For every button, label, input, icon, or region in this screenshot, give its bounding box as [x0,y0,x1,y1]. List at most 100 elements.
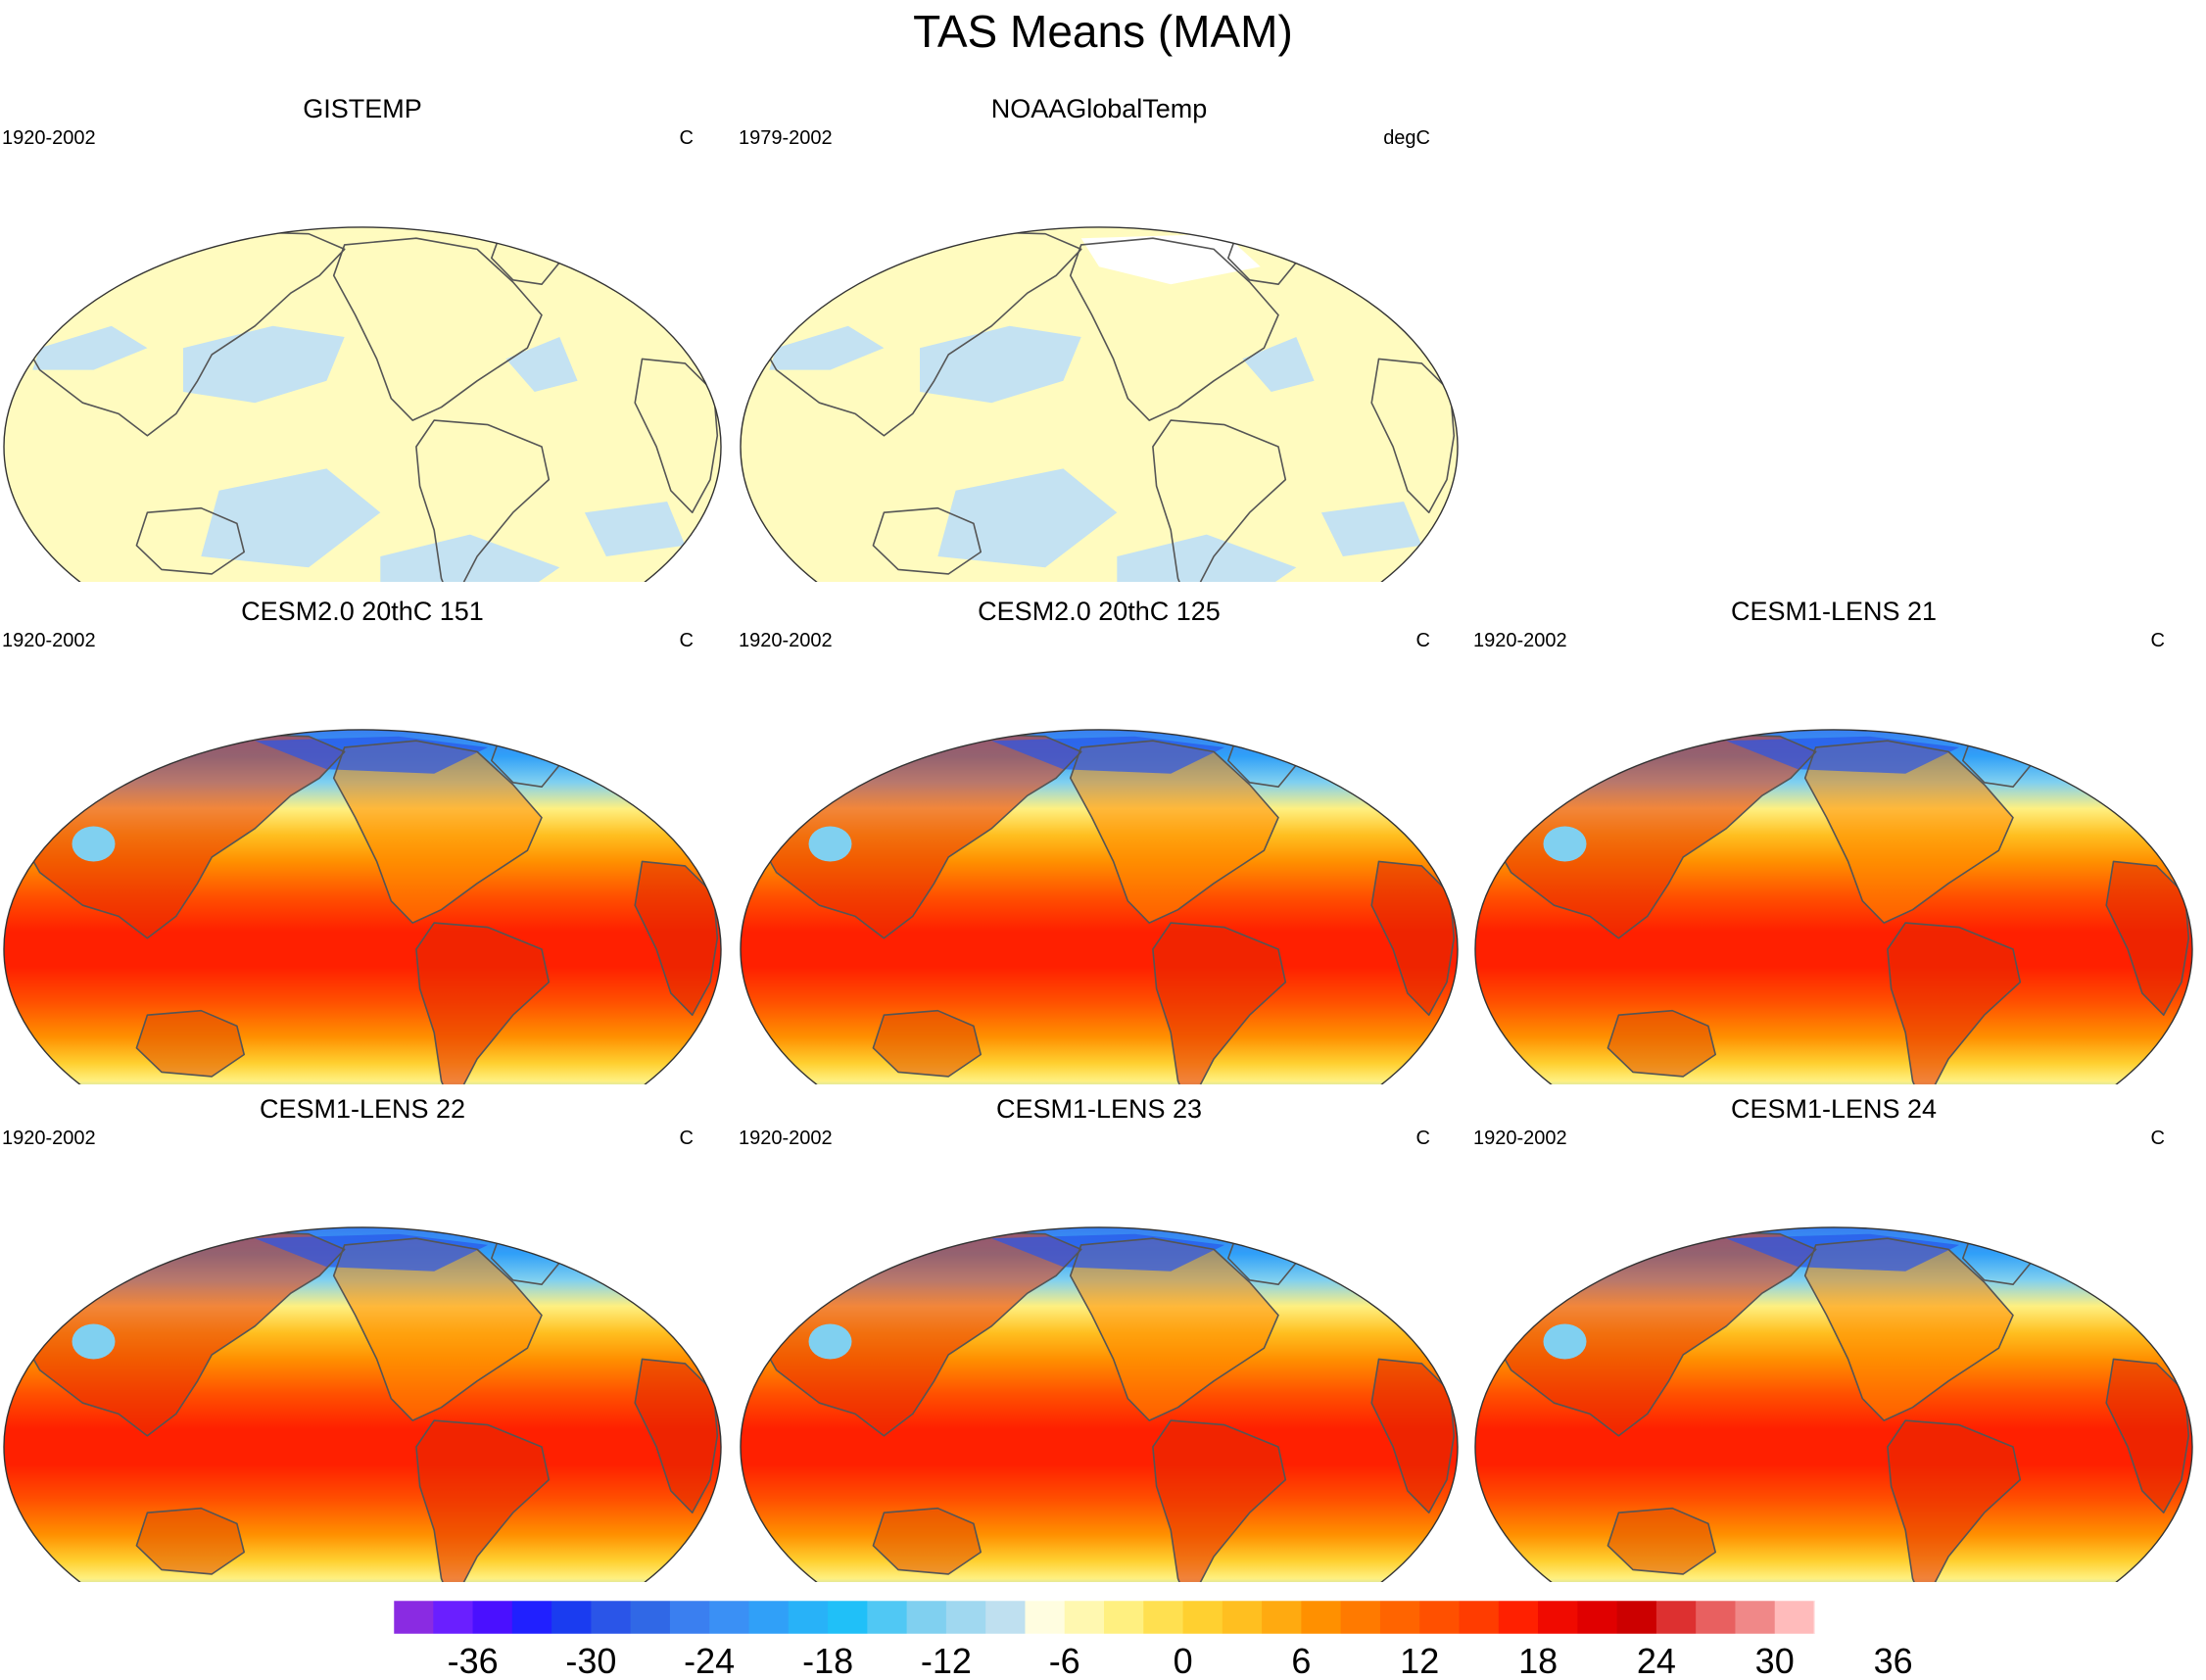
map-field [1474,1227,2192,1582]
colorbar-swatch [867,1601,908,1634]
colorbar-swatch [1182,1601,1223,1634]
arctic-cold-region [1726,736,1960,774]
obs-cool-area [769,325,885,370]
colorbar-swatch [1735,1601,1776,1634]
colorbar-swatch [985,1601,1027,1634]
coastline-australia [135,1009,245,1078]
coastline-africa [2105,860,2190,1016]
coastline-south-america [415,1419,551,1582]
land-africa [635,1359,718,1513]
map-border [3,1226,722,1582]
obs-cool-area [1242,337,1315,392]
panel-period: 1979-2002 [739,127,833,149]
map-field [740,1227,1458,1582]
panel-units: C [2150,1128,2165,1149]
colorbar-swatch [1774,1601,1815,1634]
obs-cool-area [584,502,686,556]
coastline-south-america [1887,1419,2022,1582]
colorbar-tick-label: -18 [802,1641,853,1680]
map-field [1474,730,2192,1084]
tibet-cold-region [1543,1323,1587,1360]
colorbar-swatch [1064,1601,1105,1634]
colorbar-tick-label: 12 [1400,1641,1439,1680]
colorbar-swatch [748,1601,790,1634]
colorbar-swatch [945,1601,986,1634]
colorbar-swatch [1222,1601,1263,1634]
panel-period: 1920-2002 [1473,630,1567,651]
coastline-africa [634,358,719,513]
colorbar-swatch [1498,1601,1539,1634]
colorbar-swatch [1301,1601,1342,1634]
panel-period: 1920-2002 [1473,1128,1567,1149]
colorbar-swatch [1419,1601,1461,1634]
tibet-cold-region [1543,826,1587,862]
obs-cool-area [201,468,381,568]
coastline-north-america [1803,740,2014,924]
land-south-america [415,1420,550,1582]
colorbar-tick-label: 24 [1637,1641,1676,1680]
land-north-america [333,1238,542,1421]
map-plot [3,1226,722,1582]
panel-title: CESM1-LENS 23 [995,1094,1203,1124]
colorbar-swatch [669,1601,710,1634]
colorbar-tick-label: 0 [1174,1641,1193,1680]
colorbar-swatch [433,1601,474,1634]
land-australia [136,1010,245,1077]
panel-period: 1920-2002 [739,630,833,651]
obs-cool-area [32,325,148,370]
coastline-south-america [1152,419,1287,582]
arctic-cold-region [255,736,489,774]
colorbar-tick-label: -6 [1049,1641,1080,1680]
panel-units: C [679,630,694,651]
colorbar-tick-label: -24 [684,1641,735,1680]
tibet-cold-region [72,826,116,862]
panel-title: CESM2.0 20thC 151 [241,597,484,626]
panel-period: 1920-2002 [739,1128,833,1149]
colorbar-swatch [1340,1601,1381,1634]
colorbar-swatch [1655,1601,1697,1634]
land-australia [1607,1508,1716,1574]
coastline-south-america [1152,922,1287,1084]
colorbar-swatch [1262,1601,1302,1634]
coastline-north-america [1803,1237,2014,1421]
map-border [1474,1226,2193,1582]
land-north-america [1070,741,1278,924]
arctic-cold-region [255,1233,489,1272]
obs-cool-area [937,468,1118,568]
panel-period: 1920-2002 [2,630,96,651]
land-africa [635,861,718,1016]
coastline-australia [1607,1009,1716,1078]
land-south-america [1887,923,2021,1084]
colorbar-swatch [552,1601,592,1634]
land-africa [1371,861,1455,1016]
coastline-australia [135,506,245,575]
coastline-africa [1370,1358,1456,1513]
colorbar-tick-label: 36 [1874,1641,1913,1680]
colorbar-tick-label: 6 [1291,1641,1311,1680]
colorbar-swatch [1696,1601,1737,1634]
land-australia [136,1508,245,1574]
panel-title: GISTEMP [303,94,422,123]
colorbar-tick-label: 30 [1755,1641,1795,1680]
map-border [3,729,722,1084]
colorbar-swatch [1025,1601,1066,1634]
colorbar-frame [393,1600,1815,1635]
panel-period: 1920-2002 [2,1128,96,1149]
colorbar-tick-label: 18 [1518,1641,1558,1680]
map-plot [1474,1226,2193,1582]
land-africa [2106,861,2189,1016]
panel-title: CESM1-LENS 22 [259,1094,466,1124]
panel-title: NOAAGlobalTemp [990,94,1208,123]
land-south-america [1152,923,1286,1084]
map-plot [740,729,1459,1084]
map-border [740,1226,1459,1582]
tibet-cold-region [72,1323,116,1360]
arctic-cold-region [991,1233,1225,1272]
map-panel-cesm1-lens-24: CESM1-LENS 24 1920-2002 C [1471,1092,2196,1582]
land-south-america [415,923,550,1084]
coastline-north-america [332,1237,543,1421]
coastline-south-america [1152,1419,1287,1582]
colorbar-swatch [1577,1601,1618,1634]
panel-title: CESM1-LENS 24 [1730,1094,1938,1124]
map-field [3,227,721,582]
